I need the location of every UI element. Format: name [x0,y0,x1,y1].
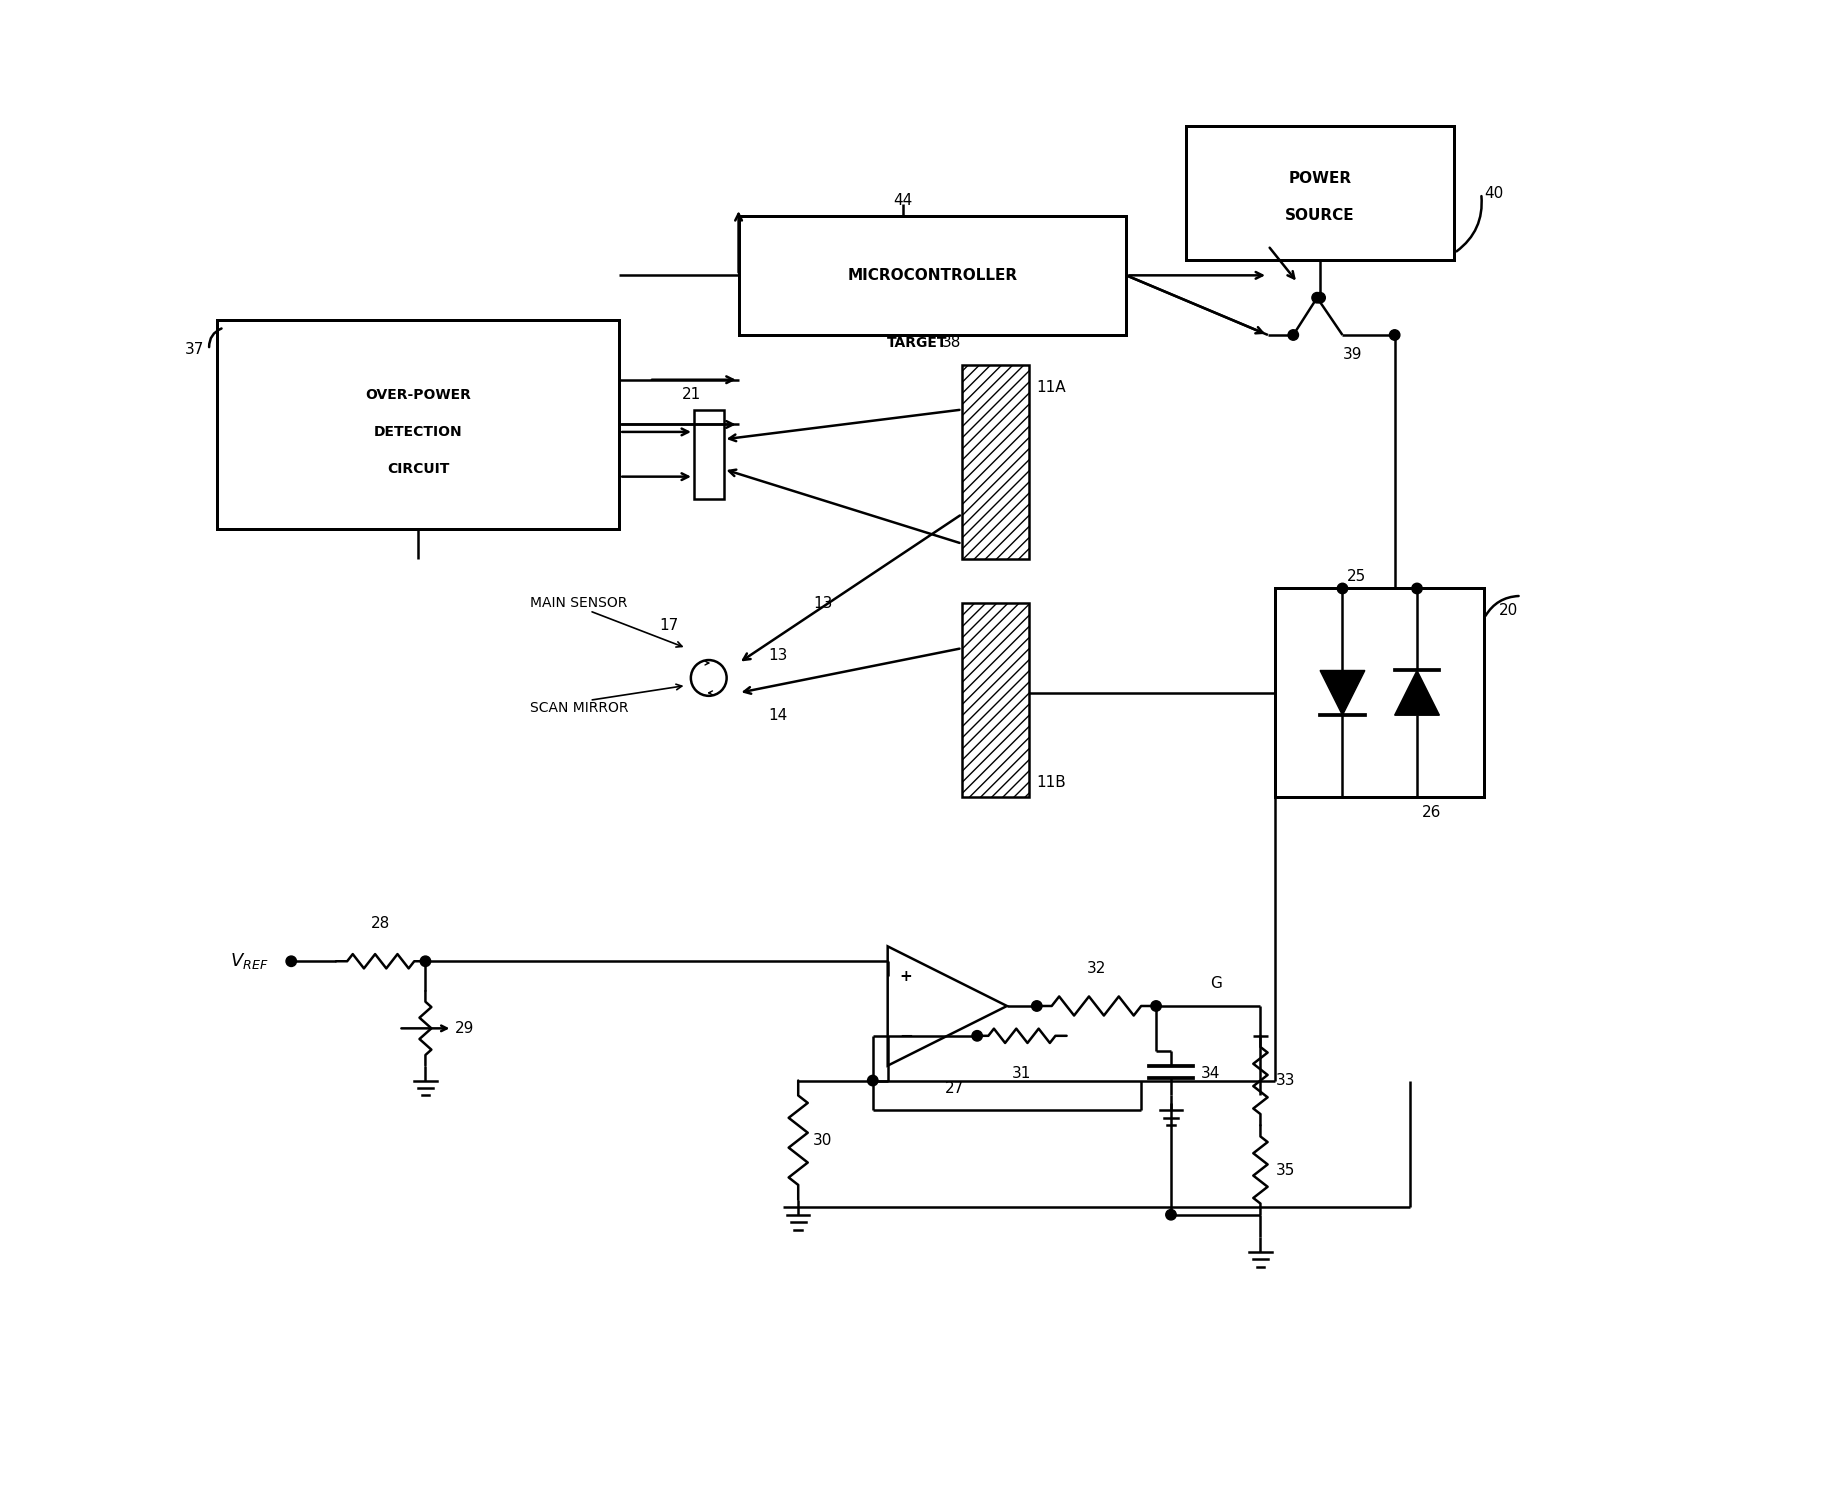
Text: OVER-POWER: OVER-POWER [365,388,472,402]
Text: 39: 39 [1343,348,1362,361]
Polygon shape [1319,671,1365,715]
Circle shape [1411,584,1422,593]
Text: 25: 25 [1347,569,1367,584]
Text: 34: 34 [1200,1066,1220,1081]
FancyArrowPatch shape [209,328,222,348]
Text: POWER: POWER [1288,172,1352,187]
Text: −: − [899,1026,914,1044]
Bar [738,215,1127,336]
Text: +: + [899,969,912,984]
Text: 32: 32 [1086,962,1107,977]
Text: 21: 21 [683,387,701,402]
Circle shape [1288,330,1299,340]
Circle shape [1389,330,1400,340]
Circle shape [1165,1210,1176,1221]
Bar [1185,126,1455,260]
Text: $V_{REF}$: $V_{REF}$ [231,951,270,971]
Text: TARGET: TARGET [888,336,947,349]
Text: 13: 13 [769,649,787,664]
Text: 11B: 11B [1037,775,1066,790]
Circle shape [1031,1001,1042,1011]
Circle shape [1151,1001,1162,1011]
Text: SOURCE: SOURCE [1284,208,1354,223]
Text: 27: 27 [945,1081,965,1096]
Text: 11A: 11A [1037,379,1066,394]
Text: 30: 30 [813,1133,833,1148]
Circle shape [973,1031,982,1041]
Text: 35: 35 [1275,1162,1296,1177]
Text: 38: 38 [941,336,962,351]
Circle shape [420,956,431,966]
Circle shape [1338,584,1347,593]
Bar [962,364,1029,558]
Bar [962,604,1029,798]
Bar [217,321,618,528]
Text: 26: 26 [1422,805,1440,820]
Text: CIRCUIT: CIRCUIT [387,462,450,476]
Circle shape [1312,292,1323,303]
Circle shape [868,1076,877,1085]
Text: 14: 14 [769,707,787,722]
Text: 40: 40 [1485,185,1503,200]
Text: 33: 33 [1275,1073,1296,1088]
Text: SCAN MIRROR: SCAN MIRROR [530,701,628,715]
Text: G: G [1209,977,1222,992]
Text: 37: 37 [185,343,204,357]
Text: MICROCONTROLLER: MICROCONTROLLER [848,268,1017,283]
Text: 28: 28 [371,917,391,932]
Text: 20: 20 [1499,604,1518,619]
Text: 31: 31 [1013,1066,1031,1081]
Text: 13: 13 [813,596,833,611]
Text: 44: 44 [894,193,912,208]
Bar [1275,588,1485,798]
Text: 17: 17 [659,619,679,634]
Text: DETECTION: DETECTION [374,424,462,439]
FancyArrowPatch shape [1457,196,1481,251]
Text: 29: 29 [455,1020,475,1035]
FancyArrowPatch shape [1486,596,1519,616]
Circle shape [286,956,297,966]
Circle shape [1316,292,1325,303]
Bar [694,409,723,500]
Polygon shape [1395,671,1439,715]
Text: MAIN SENSOR: MAIN SENSOR [530,596,628,611]
